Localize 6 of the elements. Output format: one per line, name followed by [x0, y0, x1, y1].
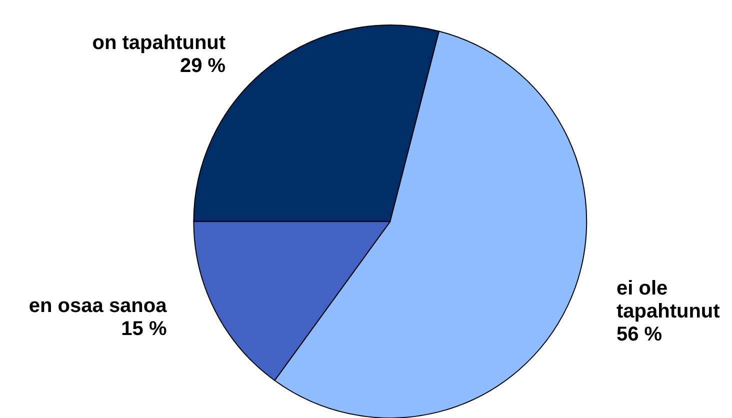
data-label: 29 % — [180, 54, 226, 77]
slice-label: ei ole tapahtunut — [616, 278, 720, 323]
slice-label: en osaa sanoa — [28, 295, 168, 318]
data-label: 56 % — [616, 324, 662, 346]
slice-label: on tapahtunut — [92, 32, 226, 54]
data-label: 15 % — [121, 318, 167, 340]
